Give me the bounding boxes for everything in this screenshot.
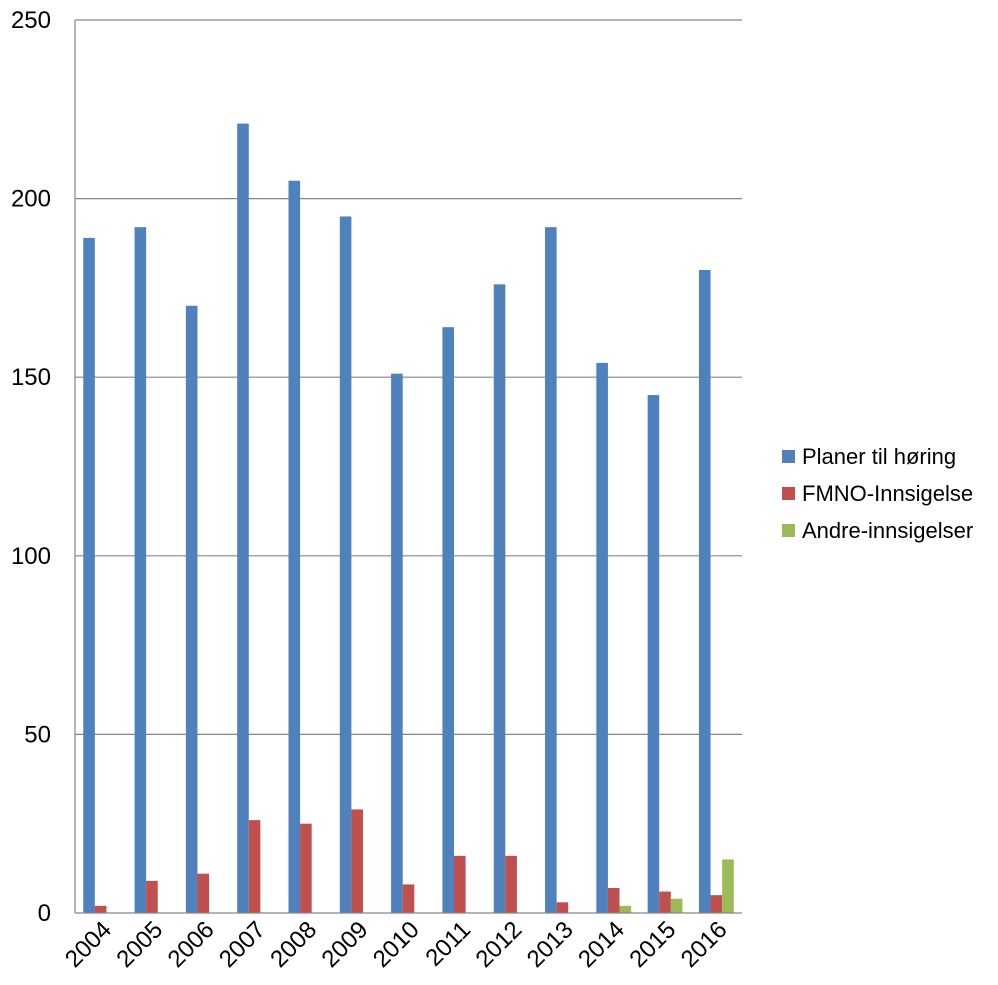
- x-tick-label-2012: 2012: [471, 916, 528, 973]
- gridlines: [75, 19, 742, 736]
- bar-fmno-innsigelse-2014: [607, 887, 620, 913]
- bar-andre-innsigelser-2016: [722, 859, 734, 913]
- legend: Planer til høring FMNO-Innsigelse Andre-…: [782, 438, 998, 549]
- bars: [83, 123, 734, 914]
- bar-planer-til-h-ring-2013: [545, 227, 557, 913]
- x-tick-label-2010: 2010: [368, 916, 425, 973]
- bar-fmno-innsigelse-2013: [556, 902, 569, 913]
- legend-swatch-fmno: [782, 487, 795, 500]
- bar-planer-til-h-ring-2010: [391, 373, 403, 913]
- bar-fmno-innsigelse-2004: [94, 905, 107, 913]
- bar-planer-til-h-ring-2005: [134, 227, 147, 913]
- x-tick-label-2007: 2007: [214, 916, 271, 973]
- x-tick-label-2004: 2004: [60, 916, 117, 973]
- x-tick-label-2008: 2008: [265, 916, 322, 973]
- legend-label-andre: Andre-innsigelser: [802, 517, 974, 543]
- bar-fmno-innsigelse-2005: [146, 880, 158, 913]
- bar-fmno-innsigelse-2015: [659, 891, 671, 913]
- y-tick-label: 200: [11, 186, 51, 213]
- bar-planer-til-h-ring-2011: [442, 327, 455, 913]
- bar-planer-til-h-ring-2006: [185, 305, 198, 913]
- bar-andre-innsigelser-2014: [619, 905, 632, 913]
- bar-planer-til-h-ring-2008: [288, 180, 301, 914]
- legend-item-fmno: FMNO-Innsigelse: [782, 475, 998, 512]
- legend-swatch-andre: [782, 524, 795, 537]
- bar-fmno-innsigelse-2016: [710, 895, 723, 913]
- x-tick-label-2014: 2014: [573, 916, 630, 973]
- y-tick-label: 150: [11, 364, 51, 391]
- legend-label-planer: Planer til høring: [802, 443, 957, 469]
- bar-planer-til-h-ring-2009: [339, 216, 352, 913]
- y-tick-label: 0: [38, 900, 51, 927]
- bar-fmno-innsigelse-2006: [197, 873, 210, 913]
- y-tick-label: 50: [24, 721, 51, 748]
- bar-fmno-innsigelse-2008: [300, 823, 312, 913]
- x-tick-label-2013: 2013: [522, 916, 579, 973]
- bar-fmno-innsigelse-2010: [402, 884, 415, 913]
- bar-fmno-innsigelse-2007: [248, 820, 261, 913]
- bar-fmno-innsigelse-2012: [505, 855, 517, 913]
- legend-item-andre: Andre-innsigelser: [782, 512, 998, 549]
- bar-planer-til-h-ring-2016: [698, 270, 711, 913]
- bar-planer-til-h-ring-2004: [83, 237, 95, 914]
- x-tick-label-2015: 2015: [624, 916, 681, 973]
- x-tick-label-2011: 2011: [420, 916, 476, 972]
- bar-fmno-innsigelse-2009: [351, 809, 363, 913]
- x-tick-label-2016: 2016: [676, 916, 733, 973]
- y-tick-label: 250: [11, 7, 51, 34]
- x-tick-labels: 2004200520062007200820092010201120122013…: [60, 916, 733, 973]
- axes: [74, 20, 742, 914]
- legend-swatch-planer: [782, 450, 795, 463]
- legend-item-planer: Planer til høring: [782, 438, 998, 475]
- bar-fmno-innsigelse-2011: [454, 855, 466, 913]
- bar-planer-til-h-ring-2012: [493, 284, 506, 913]
- legend-label-fmno: FMNO-Innsigelse: [802, 480, 974, 506]
- bar-planer-til-h-ring-2014: [596, 362, 608, 913]
- bar-planer-til-h-ring-2007: [237, 123, 249, 913]
- x-tick-label-2005: 2005: [111, 916, 168, 973]
- x-tick-label-2009: 2009: [317, 916, 374, 973]
- y-tick-label: 100: [11, 543, 51, 570]
- x-tick-label-2006: 2006: [163, 916, 220, 973]
- y-tick-labels: 0 50 100 150 200 250: [11, 7, 51, 927]
- bar-planer-til-h-ring-2015: [647, 395, 660, 913]
- bar-andre-innsigelser-2015: [670, 898, 683, 913]
